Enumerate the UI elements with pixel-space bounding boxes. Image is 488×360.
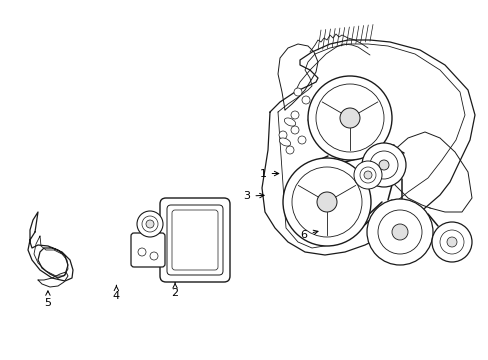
Circle shape <box>283 158 370 246</box>
Circle shape <box>138 248 146 256</box>
Circle shape <box>446 237 456 247</box>
FancyBboxPatch shape <box>160 198 229 282</box>
Text: 6: 6 <box>300 230 317 240</box>
Text: 3: 3 <box>243 191 264 201</box>
Circle shape <box>307 76 391 160</box>
FancyBboxPatch shape <box>167 205 223 275</box>
Text: 1: 1 <box>259 168 278 179</box>
Circle shape <box>297 136 305 144</box>
Circle shape <box>279 131 286 139</box>
Circle shape <box>339 108 359 128</box>
Circle shape <box>142 216 158 232</box>
Circle shape <box>290 126 298 134</box>
Circle shape <box>353 161 381 189</box>
Circle shape <box>285 146 293 154</box>
Circle shape <box>316 192 336 212</box>
Circle shape <box>439 230 463 254</box>
Ellipse shape <box>279 138 290 146</box>
Text: 4: 4 <box>113 285 120 301</box>
Circle shape <box>290 111 298 119</box>
Circle shape <box>293 88 302 96</box>
FancyBboxPatch shape <box>131 233 164 267</box>
Circle shape <box>146 220 154 228</box>
Circle shape <box>307 116 315 124</box>
Circle shape <box>291 167 361 237</box>
Circle shape <box>366 199 432 265</box>
Circle shape <box>377 210 421 254</box>
Text: 2: 2 <box>171 283 178 298</box>
FancyBboxPatch shape <box>172 210 218 270</box>
Circle shape <box>391 224 407 240</box>
Circle shape <box>431 222 471 262</box>
Circle shape <box>315 84 383 152</box>
Circle shape <box>150 252 158 260</box>
Circle shape <box>361 143 405 187</box>
Circle shape <box>302 96 309 104</box>
Circle shape <box>378 160 388 170</box>
Circle shape <box>137 211 163 237</box>
Ellipse shape <box>284 118 295 126</box>
Circle shape <box>359 167 375 183</box>
Circle shape <box>369 151 397 179</box>
Text: 5: 5 <box>44 291 51 308</box>
Circle shape <box>363 171 371 179</box>
